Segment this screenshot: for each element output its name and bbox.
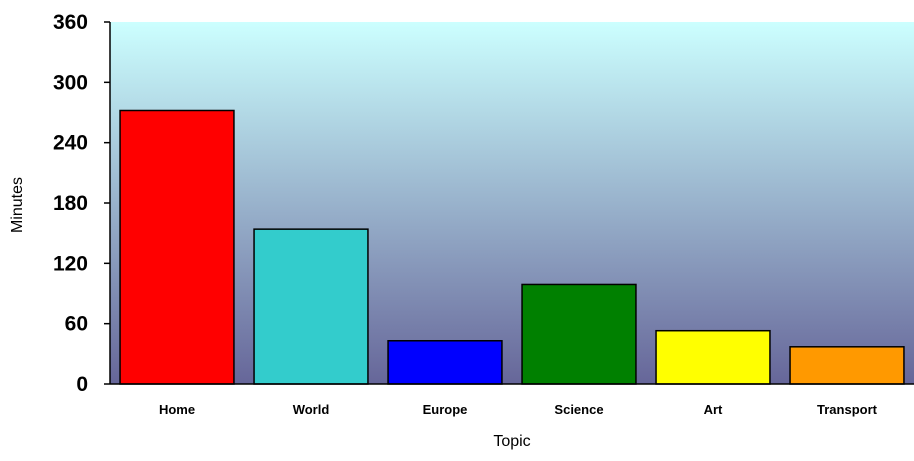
bar-transport xyxy=(789,346,905,385)
y-tick-label: 60 xyxy=(65,313,88,336)
y-tick-label: 120 xyxy=(53,252,88,275)
x-tick-label: Transport xyxy=(817,402,878,417)
plot-area xyxy=(110,22,914,384)
bar-europe xyxy=(387,340,503,385)
y-tick-label: 240 xyxy=(53,132,88,155)
y-tick-label: 0 xyxy=(76,373,88,396)
x-tick-label: Science xyxy=(554,402,603,417)
y-tick-label: 300 xyxy=(53,71,88,94)
x-axis-label: Topic xyxy=(493,433,530,450)
y-tick-label: 180 xyxy=(53,192,88,215)
x-tick-label: Home xyxy=(159,402,195,417)
x-tick-label: World xyxy=(293,402,330,417)
bar-art xyxy=(655,329,771,385)
bars-layer xyxy=(119,109,905,385)
y-ticks: 0 60 120 180 240 300 360 xyxy=(53,11,110,396)
bar-home xyxy=(119,109,235,385)
y-tick-label: 360 xyxy=(53,11,88,34)
y-axis-label: Minutes xyxy=(9,177,26,233)
x-ticks: Home World Europe Science Art Transport xyxy=(159,402,878,417)
x-tick-label: Art xyxy=(704,402,723,417)
bar-science xyxy=(521,283,637,385)
x-tick-label: Europe xyxy=(423,402,468,417)
bar-world xyxy=(253,228,369,385)
